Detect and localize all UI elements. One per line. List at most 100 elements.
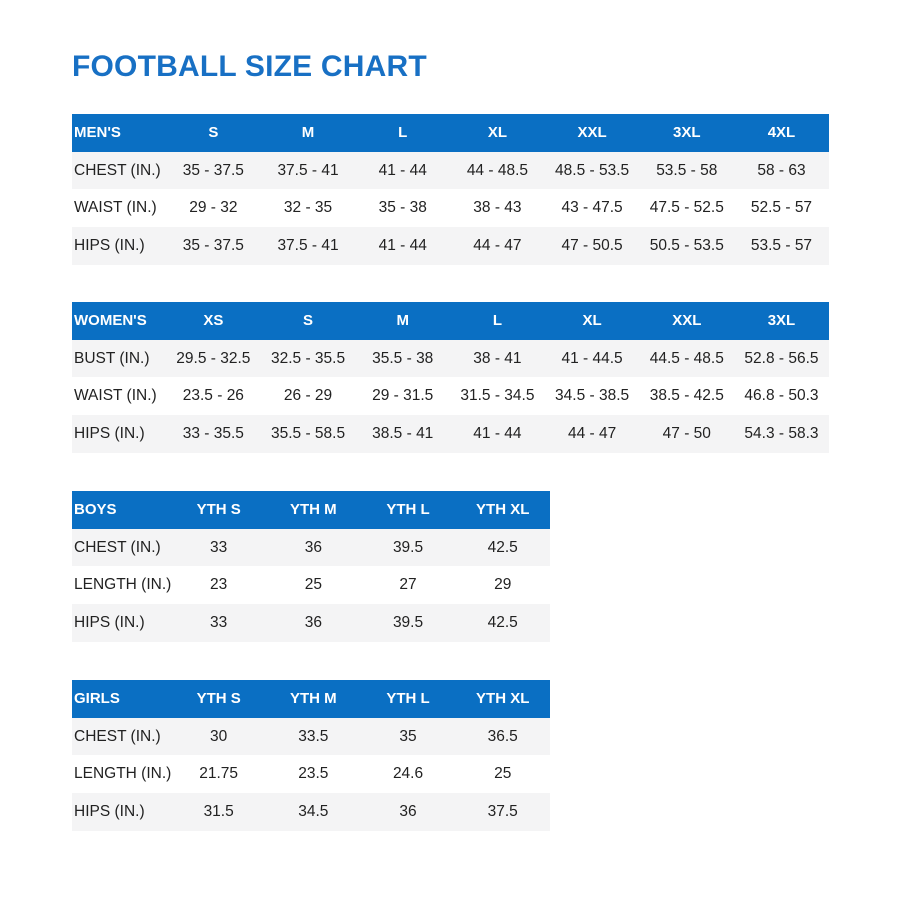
table-row: CHEST (IN.) 33 36 39.5 42.5 bbox=[72, 528, 551, 567]
measurement-cell: 35 - 37.5 bbox=[166, 151, 261, 190]
header-row: WOMEN'S XS S M L XL XXL 3XL bbox=[72, 302, 829, 340]
measurement-cell: 44.5 - 48.5 bbox=[639, 339, 735, 378]
measurement-label: WAIST (IN.) bbox=[74, 199, 157, 217]
measurement-cell: 34.5 - 38.5 bbox=[555, 387, 630, 405]
table-row: HIPS (IN.) 33 - 35.5 35.5 - 58.5 38.5 - 41 4… bbox=[72, 415, 829, 453]
measurement-cell: 47 - 50 bbox=[639, 415, 735, 453]
measurement-cell: 36 bbox=[266, 604, 361, 642]
measurement-cell: 23.5 bbox=[298, 765, 329, 783]
table-row: HIPS (IN.) 35 - 37.5 37.5 - 41 41 - 44 44 - … bbox=[72, 227, 829, 265]
measurement-cell: 24.6 bbox=[392, 765, 424, 783]
measurement-cell: 41 - 44.5 bbox=[544, 339, 640, 378]
measurement-label: LENGTH (IN.) bbox=[74, 576, 172, 594]
measurement-cell: 33 bbox=[171, 528, 266, 567]
size-header: YTH S bbox=[171, 680, 266, 718]
size-header: YTH L bbox=[360, 680, 456, 718]
measurement-cell: 37.5 bbox=[455, 793, 551, 831]
measurement-cell: 54.3 - 58.3 bbox=[734, 415, 829, 453]
header-row: MEN'S S M L XL XXL 3XL 4XL bbox=[72, 114, 829, 152]
measurement-cell: 39.5 bbox=[360, 528, 456, 567]
measurement-cell: 44 - 48.5 bbox=[450, 151, 545, 190]
table-row: HIPS (IN.) 33 36 39.5 42.5 bbox=[72, 604, 551, 642]
measurement-cell: 36 bbox=[360, 793, 456, 831]
size-header: 3XL bbox=[639, 114, 735, 152]
measurement-cell: 44 - 47 bbox=[450, 227, 545, 265]
measurement-cell: 36 bbox=[266, 528, 361, 567]
measurement-cell: 41 - 44 bbox=[355, 227, 451, 265]
measurement-cell: 35 - 38 bbox=[378, 199, 427, 217]
measurement-cell: 32 - 35 bbox=[283, 199, 333, 217]
measurement-cell: 38.5 - 41 bbox=[355, 415, 451, 453]
table-row: LENGTH (IN.) 21.75 23.5 24.6 25 bbox=[72, 755, 550, 793]
size-header: YTH XL bbox=[455, 680, 551, 718]
size-header: 3XL bbox=[734, 302, 829, 340]
size-header: XL bbox=[450, 114, 545, 152]
measurement-cell: 38.5 - 42.5 bbox=[649, 387, 724, 405]
table-row: WAIST (IN.) 29 - 32 32 - 35 35 - 38 38 - 43 4… bbox=[72, 189, 829, 227]
measurement-cell: 58 - 63 bbox=[734, 151, 829, 190]
measurement-cell: 36.5 bbox=[455, 717, 551, 756]
measurement-cell: 29 - 31.5 bbox=[372, 387, 434, 405]
measurement-label: LENGTH (IN.) bbox=[74, 765, 172, 783]
size-header: L bbox=[355, 114, 451, 152]
measurement-cell: 35.5 - 58.5 bbox=[260, 415, 356, 453]
size-header: XXL bbox=[544, 114, 640, 152]
size-header: S bbox=[260, 302, 356, 340]
girls-size-table: GIRLS YTH S YTH M YTH L YTH XL CHEST (IN.) 30 3… bbox=[72, 680, 551, 831]
category-header: WOMEN'S bbox=[72, 302, 166, 340]
size-header: XS bbox=[166, 302, 261, 340]
measurement-cell: 38 - 41 bbox=[450, 339, 545, 378]
size-header: YTH S bbox=[171, 491, 266, 529]
measurement-cell: 39.5 bbox=[360, 604, 456, 642]
measurement-cell: 23 bbox=[210, 576, 228, 594]
measurement-cell: 37.5 - 41 bbox=[260, 227, 356, 265]
measurement-cell: 42.5 bbox=[455, 528, 551, 567]
measurement-cell: 31.5 - 34.5 bbox=[460, 387, 535, 405]
measurement-cell: 33.5 bbox=[266, 717, 361, 756]
size-header: S bbox=[166, 114, 261, 152]
measurement-cell: 29 - 32 bbox=[189, 199, 238, 217]
measurement-cell: 32.5 - 35.5 bbox=[260, 339, 356, 378]
measurement-cell: 43 - 47.5 bbox=[561, 199, 623, 217]
measurement-cell: 26 - 29 bbox=[283, 387, 333, 405]
table-row: HIPS (IN.) 31.5 34.5 36 37.5 bbox=[72, 793, 551, 831]
mens-size-table: MEN'S S M L XL XXL 3XL 4XL CHEST (IN.) 35 - 37.5 3… bbox=[72, 114, 829, 265]
measurement-cell: 33 - 35.5 bbox=[166, 415, 261, 453]
table-row: CHEST (IN.) 30 33.5 35 36.5 bbox=[72, 717, 551, 756]
measurement-cell: 29 bbox=[494, 576, 512, 594]
measurement-cell: 46.8 - 50.3 bbox=[744, 387, 819, 405]
size-header: L bbox=[450, 302, 545, 340]
measurement-cell: 29.5 - 32.5 bbox=[166, 339, 261, 378]
measurement-cell: 31.5 bbox=[171, 793, 266, 831]
measurement-label: HIPS (IN.) bbox=[72, 415, 166, 453]
measurement-cell: 47.5 - 52.5 bbox=[649, 199, 724, 217]
measurement-cell: 52.5 - 57 bbox=[750, 199, 813, 217]
measurement-cell: 35 - 37.5 bbox=[166, 227, 261, 265]
table-row: BUST (IN.) 29.5 - 32.5 32.5 - 35.5 35.5 - 3… bbox=[72, 339, 829, 378]
measurement-cell: 21.75 bbox=[199, 765, 239, 783]
size-header: YTH XL bbox=[455, 491, 551, 529]
measurement-cell: 35.5 - 38 bbox=[355, 339, 451, 378]
header-row: BOYS YTH S YTH M YTH L YTH XL bbox=[72, 491, 551, 529]
measurement-cell: 30 bbox=[171, 717, 266, 756]
size-header: M bbox=[355, 302, 451, 340]
measurement-cell: 41 - 44 bbox=[450, 415, 545, 453]
size-header: YTH M bbox=[266, 491, 361, 529]
measurement-cell: 47 - 50.5 bbox=[544, 227, 640, 265]
category-header: BOYS bbox=[72, 491, 172, 529]
measurement-cell: 41 - 44 bbox=[355, 151, 451, 190]
category-header: GIRLS bbox=[72, 680, 172, 718]
measurement-cell: 38 - 43 bbox=[473, 199, 522, 217]
table-row: WAIST (IN.) 23.5 - 26 26 - 29 29 - 31.5 31.5… bbox=[72, 377, 829, 415]
measurement-cell: 35 bbox=[360, 717, 456, 756]
measurement-cell: 52.8 - 56.5 bbox=[734, 339, 829, 378]
table-row: LENGTH (IN.) 23 25 27 29 bbox=[72, 566, 550, 604]
size-header: YTH M bbox=[266, 680, 361, 718]
size-header: XXL bbox=[639, 302, 735, 340]
measurement-cell: 27 bbox=[399, 576, 417, 594]
measurement-cell: 37.5 - 41 bbox=[260, 151, 356, 190]
measurement-cell: 53.5 - 58 bbox=[639, 151, 735, 190]
measurement-label: HIPS (IN.) bbox=[72, 227, 166, 265]
size-header: M bbox=[260, 114, 356, 152]
measurement-cell: 33 bbox=[171, 604, 266, 642]
